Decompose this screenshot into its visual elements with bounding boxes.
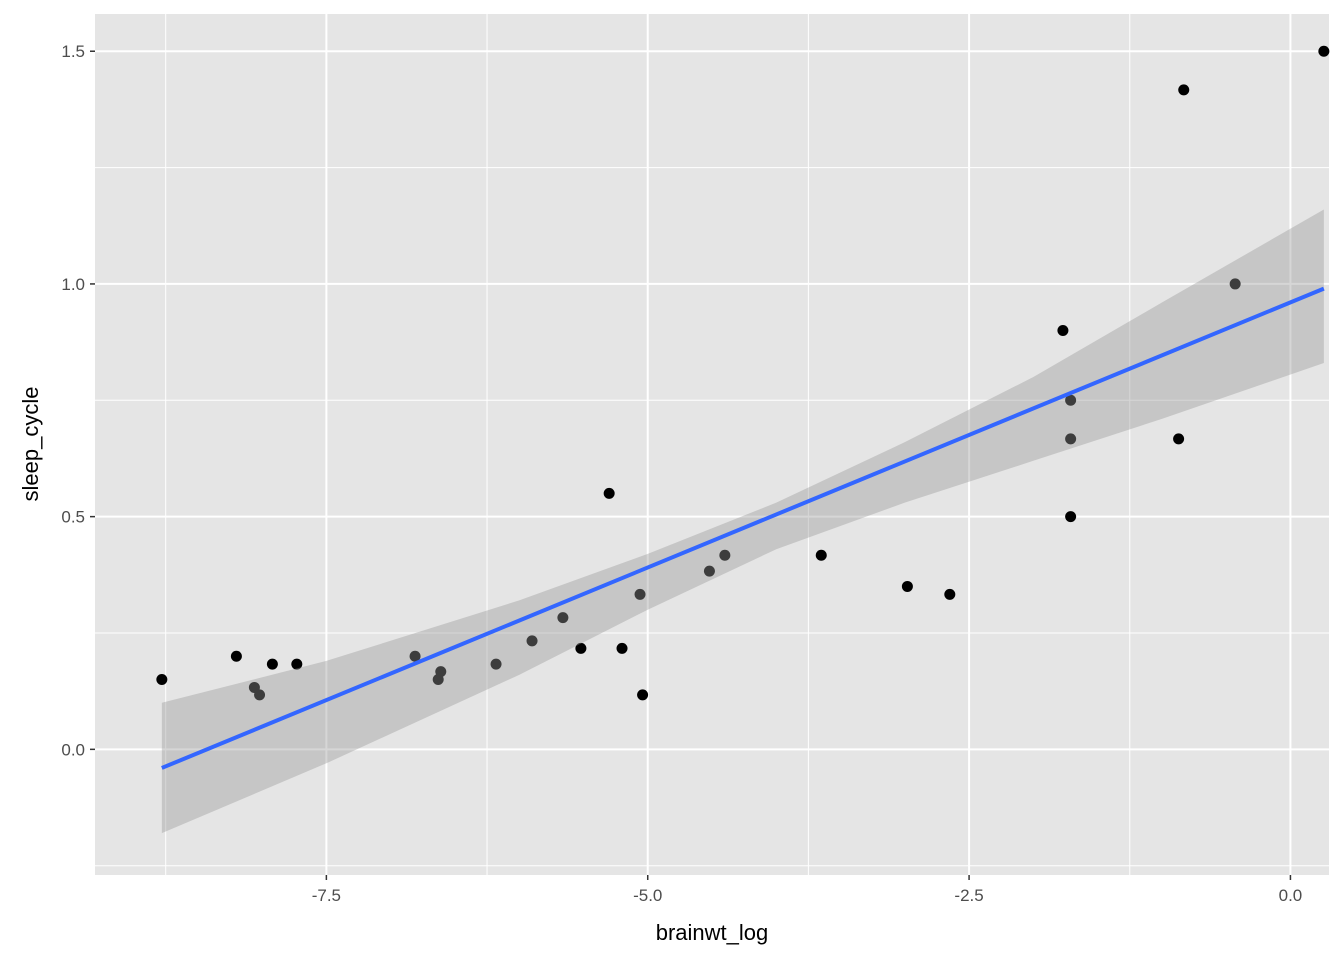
data-point	[1318, 45, 1330, 57]
data-point	[634, 588, 646, 600]
y-tick-label: 1.5	[61, 42, 85, 61]
data-point	[1229, 278, 1241, 290]
data-point	[703, 565, 715, 577]
y-tick-label: 0.0	[61, 740, 85, 759]
data-point	[557, 612, 569, 624]
data-point	[1065, 511, 1077, 523]
data-point	[254, 689, 266, 701]
data-point	[1065, 394, 1077, 406]
confidence-band-layer	[161, 209, 1324, 834]
data-point	[603, 487, 615, 499]
y-axis-title: sleep_cycle	[18, 387, 43, 502]
x-axis-title: brainwt_log	[656, 920, 769, 945]
data-point	[1057, 324, 1069, 336]
data-point	[1173, 433, 1185, 445]
data-point	[266, 658, 278, 670]
regression-line	[161, 286, 1325, 770]
x-tick-label: -7.5	[312, 886, 341, 905]
y-tick-label: 0.5	[61, 508, 85, 527]
data-point	[719, 549, 731, 561]
data-point	[815, 549, 827, 561]
data-point	[291, 658, 303, 670]
major-gridlines	[95, 14, 1329, 875]
fit-line-layer	[161, 286, 1325, 770]
x-tick-label: -5.0	[633, 886, 662, 905]
points-layer	[156, 45, 1330, 701]
data-point	[435, 666, 447, 678]
data-point	[490, 658, 502, 670]
y-tick-label: 1.0	[61, 275, 85, 294]
data-point	[944, 588, 956, 600]
data-point	[1178, 84, 1190, 96]
data-point	[526, 635, 538, 647]
data-point	[1065, 433, 1077, 445]
data-point	[575, 642, 587, 654]
x-tick-label: -2.5	[954, 886, 983, 905]
plot-panel	[95, 14, 1329, 875]
y-axis: 0.0 0.5 1.0 1.5	[61, 42, 95, 759]
x-axis: -7.5 -5.0 -2.5 0.0	[312, 875, 1303, 905]
data-point	[156, 674, 168, 686]
confidence-band	[161, 209, 1324, 834]
data-point	[901, 580, 913, 592]
data-point	[230, 650, 242, 662]
x-tick-label: 0.0	[1279, 886, 1303, 905]
data-point	[616, 642, 628, 654]
minor-gridlines	[95, 14, 1329, 875]
data-point	[637, 689, 649, 701]
data-point	[409, 650, 421, 662]
